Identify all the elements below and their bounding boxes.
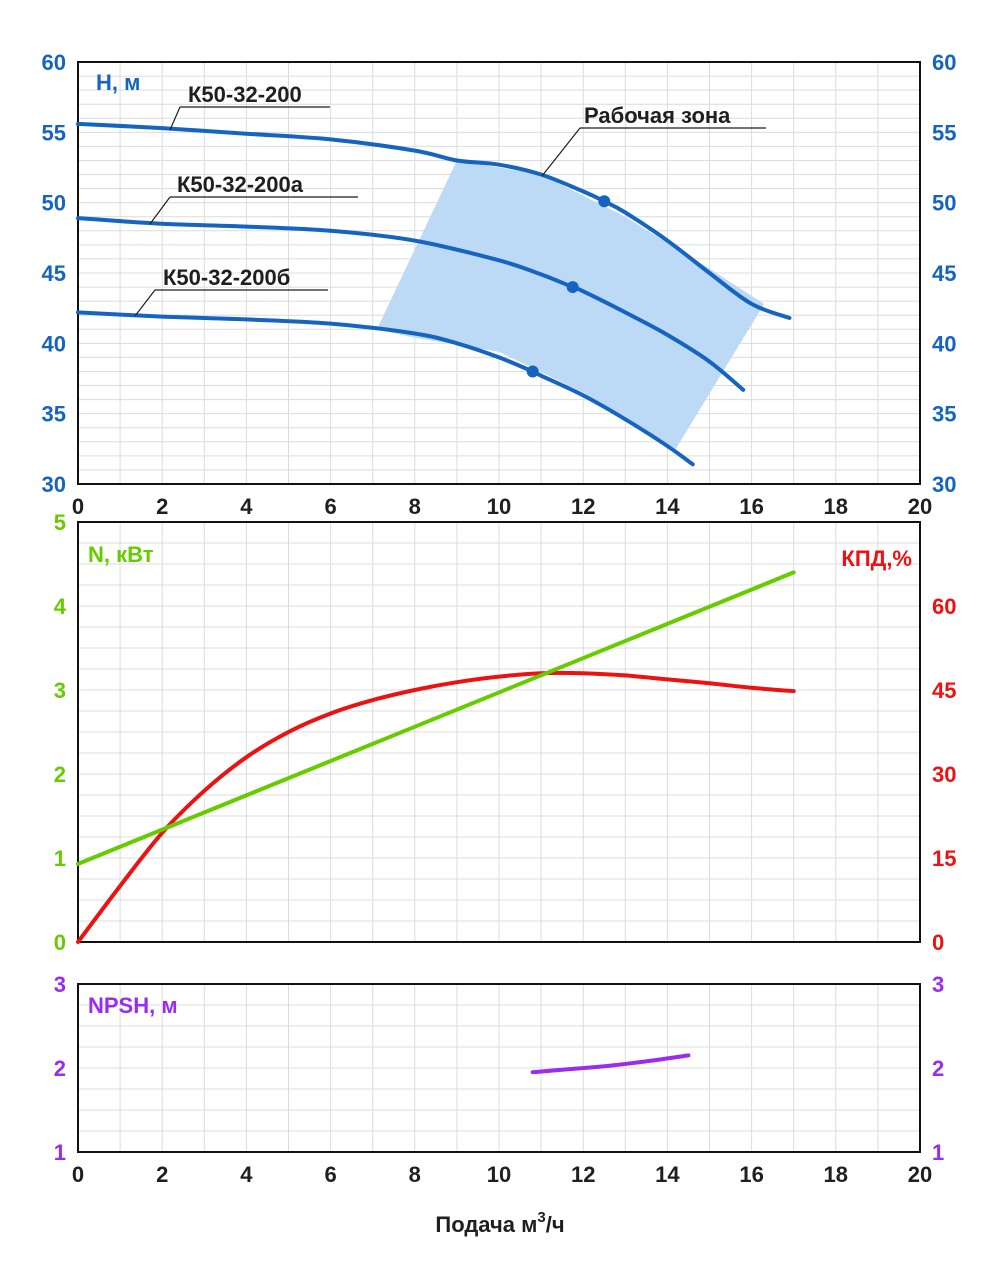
efficiency-axis-title: КПД,% [841, 546, 912, 571]
power-y-tick: 5 [54, 510, 66, 535]
zone-annotation: Рабочая зона [584, 103, 731, 128]
zone-leader [541, 127, 581, 177]
x-tick: 0 [72, 1162, 84, 1187]
npsh-axis-title: NPSH, м [88, 993, 178, 1018]
power-y-tick: 2 [54, 762, 66, 787]
curve-label-leader [149, 196, 171, 225]
x-tick: 10 [487, 1162, 511, 1187]
head-y-tick: 35 [42, 402, 66, 427]
x-tick: 4 [240, 494, 253, 519]
x-tick: 18 [824, 1162, 848, 1187]
x-tick: 20 [908, 494, 932, 519]
x-tick: 4 [240, 1162, 253, 1187]
x-axis-title-main: Подача м [435, 1212, 537, 1237]
x-tick: 18 [824, 494, 848, 519]
head-y-tick-right: 35 [932, 402, 956, 427]
efficiency-y-tick: 30 [932, 762, 956, 787]
x-tick: 16 [739, 494, 763, 519]
head-point-0 [598, 195, 611, 208]
x-tick: 12 [571, 494, 595, 519]
curve-label-2: К50-32-200б [163, 265, 290, 290]
power-panel [77, 521, 921, 943]
x-tick: 14 [655, 494, 680, 519]
npsh-y-tick-right: 1 [932, 1140, 944, 1165]
npsh-panel [77, 983, 921, 1153]
x-tick: 10 [487, 494, 511, 519]
head-y-tick-right: 60 [932, 50, 956, 75]
head-y-tick-right: 45 [932, 261, 956, 286]
power-curve [76, 570, 796, 866]
curve-label-0: К50-32-200 [188, 82, 302, 107]
npsh-frame [77, 983, 921, 1153]
curve-label-leader [134, 289, 156, 317]
x-tick: 16 [739, 1162, 763, 1187]
npsh-y-tick-right: 2 [932, 1056, 944, 1081]
npsh-curve [530, 1053, 691, 1075]
power-frame [77, 521, 921, 943]
x-axis-title-tail: /ч [546, 1212, 565, 1237]
head-curve-1 [76, 216, 746, 392]
head-y-tick-right: 40 [932, 331, 956, 356]
head-y-tick: 50 [42, 191, 66, 216]
head-y-tick: 40 [42, 331, 66, 356]
working-zone [376, 160, 765, 449]
efficiency-curve [76, 670, 796, 944]
efficiency-y-tick: 45 [932, 678, 956, 703]
curve-label-1: К50-32-200а [177, 172, 304, 197]
x-tick: 6 [324, 1162, 336, 1187]
head-y-tick: 30 [42, 472, 66, 497]
x-tick: 2 [156, 1162, 168, 1187]
head-y-tick-right: 50 [932, 191, 956, 216]
x-tick: 12 [571, 1162, 595, 1187]
x-tick: 20 [908, 1162, 932, 1187]
npsh-y-tick: 3 [54, 972, 66, 997]
head-y-tick: 55 [42, 120, 66, 145]
power-y-tick: 0 [54, 930, 66, 955]
npsh-y-tick: 2 [54, 1056, 66, 1081]
x-tick: 2 [156, 494, 168, 519]
head-point-1 [566, 281, 579, 294]
head-curve-0 [76, 121, 792, 320]
efficiency-y-tick: 60 [932, 594, 956, 619]
power-y-tick: 1 [54, 846, 66, 871]
head-frame [77, 61, 921, 485]
x-tick: 14 [655, 1162, 680, 1187]
x-tick: 0 [72, 494, 84, 519]
head-curve-2 [76, 310, 695, 467]
power-y-tick: 3 [54, 678, 66, 703]
head-y-tick-right: 55 [932, 120, 956, 145]
efficiency-y-tick: 0 [932, 930, 944, 955]
x-tick: 8 [409, 494, 421, 519]
x-tick: 8 [409, 1162, 421, 1187]
head-y-tick-right: 30 [932, 472, 956, 497]
power-y-tick: 4 [54, 594, 67, 619]
head-point-2 [526, 365, 539, 378]
npsh-y-tick-right: 3 [932, 972, 944, 997]
head-y-tick: 45 [42, 261, 66, 286]
x-axis-title-sup: 3 [537, 1209, 545, 1226]
x-tick: 6 [324, 494, 336, 519]
head-axis-title: H, м [96, 70, 140, 95]
efficiency-y-tick: 15 [932, 846, 956, 871]
curve-label-leader [169, 106, 181, 131]
x-axis-title: Подача м3/ч [435, 1209, 564, 1237]
head-y-tick: 60 [42, 50, 66, 75]
npsh-y-tick: 1 [54, 1140, 66, 1165]
power-axis-title: N, кВт [88, 542, 154, 567]
